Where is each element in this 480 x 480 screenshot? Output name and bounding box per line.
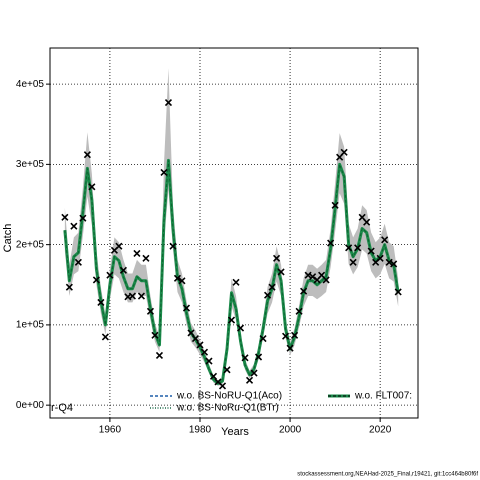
x-tick-label: 1980 — [189, 425, 212, 436]
observed-marker — [164, 99, 173, 107]
observed-marker — [385, 258, 393, 266]
observed-marker — [115, 242, 123, 250]
x-axis-label: Years — [221, 426, 249, 438]
observed-marker — [70, 222, 78, 230]
observed-marker — [65, 283, 73, 291]
observed-marker — [83, 151, 91, 159]
observed-marker — [327, 239, 335, 247]
y-tick-label: 1e+05 — [16, 320, 45, 331]
observed-marker — [227, 316, 236, 324]
observed-marker — [178, 277, 186, 285]
observed-marker — [254, 353, 263, 361]
observed-marker — [137, 292, 146, 300]
observed-marker — [241, 354, 249, 362]
observed-marker — [169, 242, 177, 250]
observed-marker — [277, 268, 285, 276]
observed-marker — [381, 236, 389, 244]
observed-marker — [354, 244, 362, 252]
legend-label: w.o. BS-NoRU-Q1(Aco) — [176, 391, 282, 402]
y-tick-label: 2e+05 — [16, 239, 45, 250]
observed-marker — [345, 244, 353, 252]
observed-marker — [106, 271, 114, 279]
y-tick-label: 4e+05 — [16, 79, 45, 90]
observed-marker — [245, 376, 254, 384]
legend-label: w.o. BS-NoRu-Q1(BTr) — [176, 403, 279, 414]
observed-marker — [291, 331, 299, 339]
observed-marker — [286, 344, 294, 352]
observed-marker — [349, 258, 357, 266]
observed-marker — [259, 334, 267, 343]
legend-label: w.o. FLT007: — [354, 391, 412, 402]
observed-marker — [268, 283, 276, 291]
footer: stockassessment.org,NEAHad-2025_Final,r1… — [297, 472, 478, 478]
observed-marker — [367, 247, 375, 255]
observed-marker — [182, 304, 191, 312]
y-axis-label: Catch — [2, 224, 14, 253]
observed-marker — [232, 278, 240, 286]
observed-marker — [88, 183, 96, 191]
observed-marker — [146, 307, 155, 315]
observed-marker — [309, 273, 317, 281]
observed-marker — [282, 332, 290, 340]
observed-marker — [300, 287, 308, 295]
observed-marker — [196, 341, 204, 349]
observed-marker — [363, 218, 371, 226]
observed-marker — [209, 372, 218, 380]
observed-marker — [205, 357, 213, 365]
observed-marker — [340, 148, 348, 156]
observed-marker — [97, 298, 105, 306]
confidence-band — [64, 68, 399, 386]
observed-marker — [331, 201, 339, 209]
fit-line-inner — [64, 160, 399, 384]
observed-marker — [272, 254, 281, 262]
observed-marker — [390, 260, 398, 268]
observed-marker — [79, 214, 87, 222]
observed-marker — [322, 276, 330, 284]
y-tick-label: 0e+00 — [16, 400, 45, 411]
observed-marker — [119, 266, 127, 274]
observed-marker — [92, 276, 100, 284]
observed-marker — [236, 324, 245, 332]
x-tick-label: 1960 — [99, 425, 122, 436]
observed-marker — [101, 333, 109, 341]
observed-marker — [155, 351, 164, 359]
observed-marker — [160, 168, 168, 176]
observed-marker — [376, 254, 384, 262]
observed-marker — [263, 291, 272, 299]
observed-marker — [295, 307, 303, 315]
plot-frame — [49, 47, 419, 419]
observed-marker — [133, 249, 141, 258]
observed-marker — [304, 271, 312, 279]
observed-marker — [218, 382, 227, 390]
observed-marker — [200, 348, 209, 356]
observed-marker — [61, 213, 69, 221]
observed-marker — [394, 288, 402, 296]
observed-marker — [142, 254, 150, 262]
observed-marker — [250, 369, 258, 377]
observed-marker — [151, 331, 159, 339]
x-tick-label: 2000 — [279, 425, 302, 436]
observed-marker — [128, 292, 136, 300]
observed-marker — [187, 329, 195, 337]
annotation: r-Q4 — [51, 402, 73, 414]
observed-marker — [74, 258, 82, 266]
x-tick-label: 2020 — [369, 425, 392, 436]
observed-marker — [223, 366, 231, 374]
y-tick-label: 3e+05 — [16, 159, 45, 170]
observed-marker — [173, 274, 182, 282]
observed-marker — [191, 334, 200, 343]
